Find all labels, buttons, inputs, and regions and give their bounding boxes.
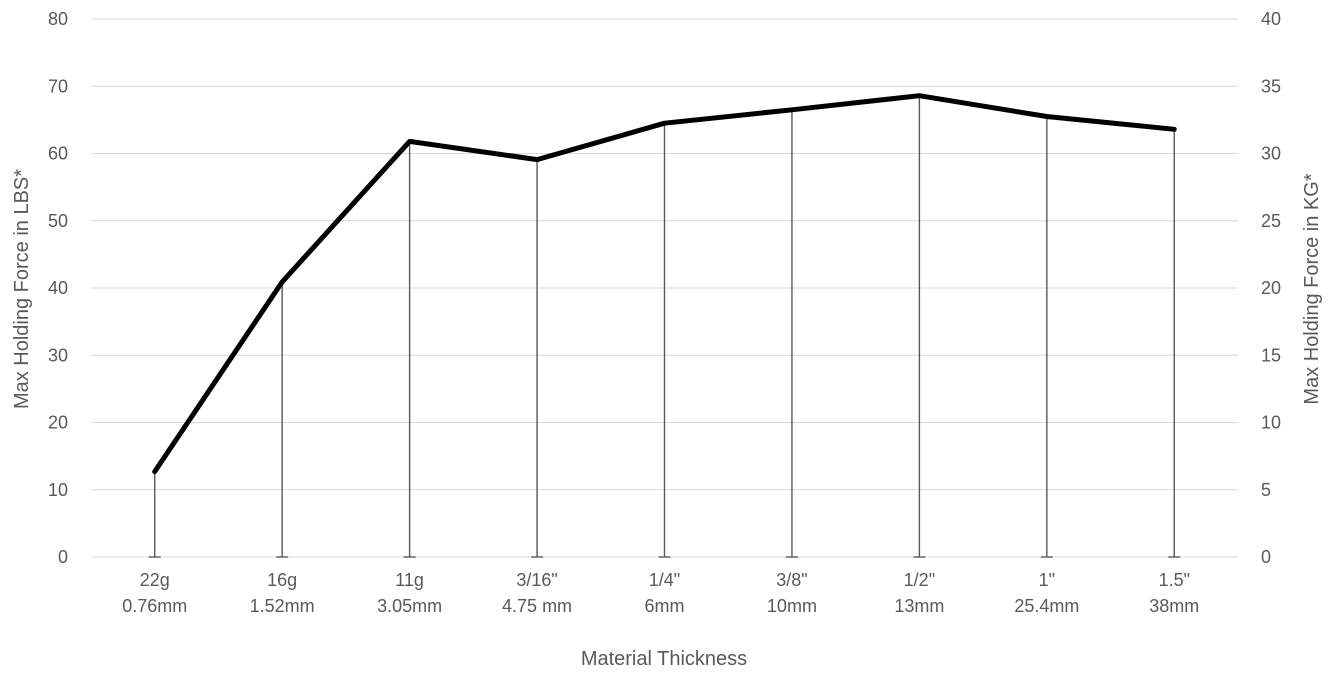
x-tick-label: 16g 1.52mm [250, 570, 315, 616]
x-tick-label-line: 3/16" [516, 570, 557, 590]
x-tick-label-line: 3.05mm [377, 596, 442, 616]
x-tick-label-line: 1/4" [649, 570, 680, 590]
y-axis-right: 0 5 10 15 20 25 30 35 40 [1261, 9, 1281, 567]
y2-tick-label: 40 [1261, 9, 1281, 29]
x-tick-label: 22g 0.76mm [122, 570, 187, 616]
y2-tick-label: 20 [1261, 278, 1281, 298]
x-tick-label-line: 10mm [767, 596, 817, 616]
x-tick-label-line: 16g [267, 570, 297, 590]
y-tick-label: 70 [48, 76, 68, 96]
x-tick-label: 1.5" 38mm [1149, 570, 1199, 616]
x-tick-label-line: 38mm [1149, 596, 1199, 616]
y2-tick-label: 0 [1261, 547, 1271, 567]
y2-tick-label: 15 [1261, 345, 1281, 365]
x-tick-label: 1/4" 6mm [645, 570, 685, 616]
y-tick-label: 50 [48, 211, 68, 231]
x-tick-label-line: 1.5" [1159, 570, 1190, 590]
y-axis-left: 0 10 20 30 40 50 60 70 80 [48, 9, 68, 567]
x-axis-title: Material Thickness [581, 648, 747, 670]
x-tick-label: 3/16" 4.75 mm [502, 570, 572, 616]
y2-tick-label: 30 [1261, 144, 1281, 164]
x-tick-label-line: 22g [140, 570, 170, 590]
x-tick-label-line: 0.76mm [122, 596, 187, 616]
y-tick-label: 60 [48, 144, 68, 164]
y-tick-label: 80 [48, 9, 68, 29]
x-tick-label: 11g 3.05mm [377, 570, 442, 616]
y-tick-label: 10 [48, 480, 68, 500]
x-tick-label-line: 3/8" [776, 570, 807, 590]
drop-lines [148, 95, 1181, 558]
y-tick-label: 30 [48, 345, 68, 365]
series-line [152, 93, 1177, 475]
x-tick-label: 3/8" 10mm [767, 570, 817, 616]
y-tick-label: 40 [48, 278, 68, 298]
y2-tick-label: 5 [1261, 480, 1271, 500]
y2-tick-label: 25 [1261, 211, 1281, 231]
x-tick-label-line: 1/2" [904, 570, 935, 590]
x-tick-label-line: 4.75 mm [502, 596, 572, 616]
y2-tick-label: 10 [1261, 413, 1281, 433]
x-tick-label: 1" 25.4mm [1014, 570, 1079, 616]
y2-axis-title: Max Holding Force in KG* [1301, 173, 1323, 404]
x-tick-label: 1/2" 13mm [894, 570, 944, 616]
y2-tick-label: 35 [1261, 76, 1281, 96]
y-axis-title: Max Holding Force in LBS* [11, 169, 33, 409]
x-tick-label-line: 13mm [894, 596, 944, 616]
x-tick-label-line: 25.4mm [1014, 596, 1079, 616]
x-tick-label-line: 6mm [645, 596, 685, 616]
series [152, 93, 1177, 475]
x-tick-label-line: 11g [395, 570, 424, 590]
x-tick-label-line: 1" [1039, 570, 1055, 590]
x-axis: 22g 0.76mm 16g 1.52mm 11g 3.05mm 3/16" 4.75 mm 1… [122, 570, 1199, 616]
y-tick-label: 20 [48, 413, 68, 433]
y-tick-label: 0 [58, 547, 68, 567]
x-tick-label-line: 1.52mm [250, 596, 315, 616]
